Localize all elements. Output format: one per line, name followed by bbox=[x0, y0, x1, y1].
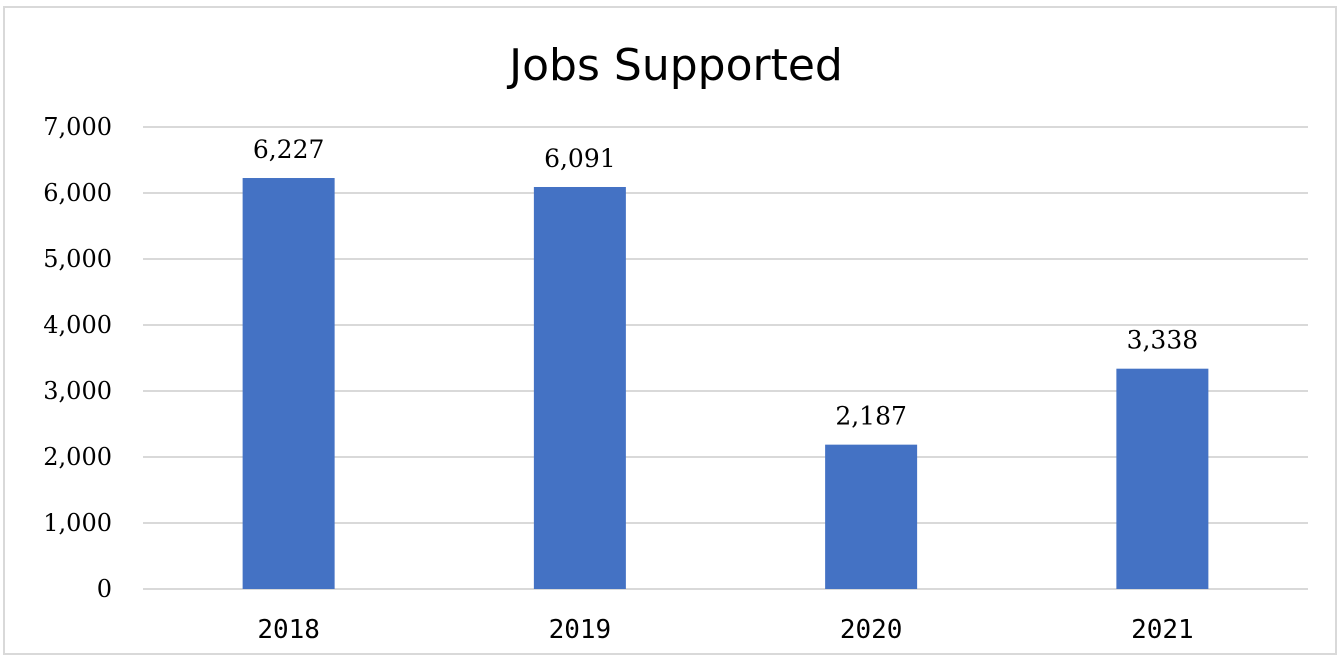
data-labels: 6,227 6,091 2,187 3,338 bbox=[253, 135, 1198, 431]
y-tick-label: 6,000 bbox=[43, 179, 112, 207]
y-tick-label: 3,000 bbox=[43, 377, 112, 405]
bar-2021 bbox=[1116, 368, 1209, 589]
y-tick-label: 0 bbox=[97, 575, 112, 603]
chart-title: Jobs Supported bbox=[506, 40, 843, 91]
x-tick-label: 2020 bbox=[840, 615, 903, 645]
y-tick-label: 4,000 bbox=[43, 311, 112, 339]
y-tick-label: 5,000 bbox=[43, 245, 112, 273]
bars bbox=[242, 178, 1209, 589]
y-tick-label: 2,000 bbox=[43, 443, 112, 471]
data-label: 6,227 bbox=[253, 135, 325, 164]
bar-2020 bbox=[825, 444, 918, 589]
x-tick-label: 2019 bbox=[549, 615, 612, 645]
y-tick-label: 7,000 bbox=[43, 113, 112, 141]
x-tick-label: 2018 bbox=[257, 615, 320, 645]
bar-2019 bbox=[533, 186, 626, 589]
data-label: 2,187 bbox=[835, 402, 907, 431]
bar-2018 bbox=[242, 178, 335, 589]
y-tick-label: 1,000 bbox=[43, 509, 112, 537]
data-label: 3,338 bbox=[1127, 326, 1199, 355]
gridlines bbox=[143, 126, 1308, 590]
y-axis-ticks: 0 1,000 2,000 3,000 4,000 5,000 6,000 7,000 bbox=[43, 113, 112, 603]
x-axis-ticks: 2018 2019 2020 2021 bbox=[257, 615, 1193, 645]
data-label: 6,091 bbox=[544, 144, 616, 173]
chart-frame bbox=[3, 6, 1337, 655]
x-tick-label: 2021 bbox=[1131, 615, 1194, 645]
